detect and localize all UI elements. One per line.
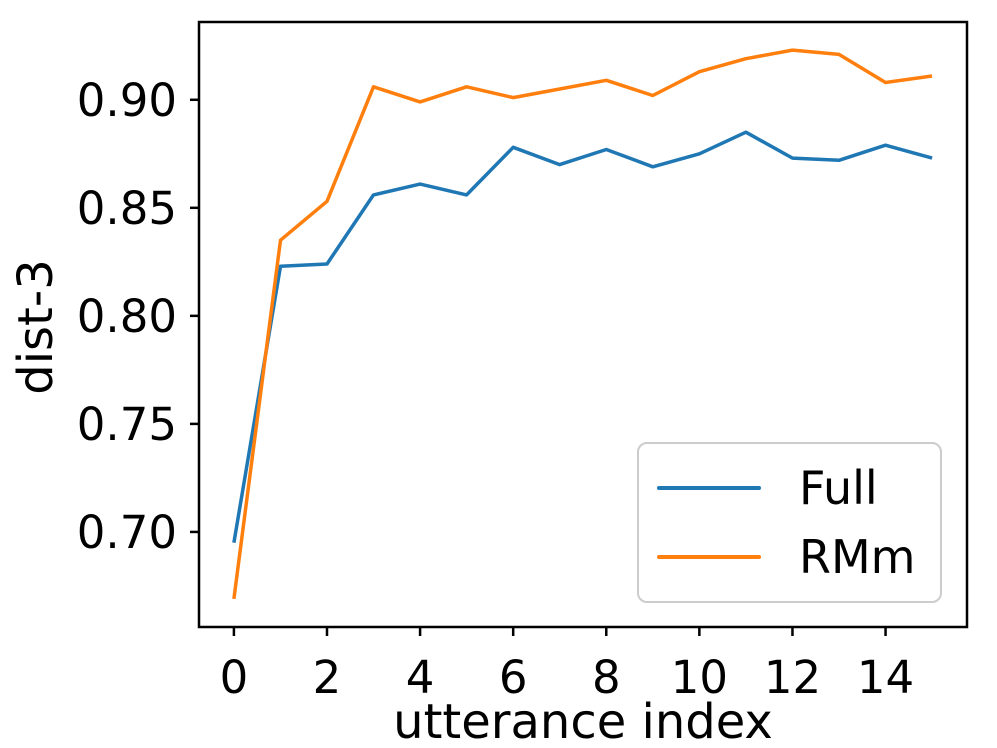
legend-item-rmm: RMm	[657, 532, 940, 583]
y-tick-label: 0.85	[77, 182, 177, 235]
x-tick-label: 14	[857, 651, 914, 704]
legend-label-rmm: RMm	[799, 529, 916, 584]
y-tick-label: 0.90	[77, 74, 177, 127]
x-tick-label: 12	[764, 651, 821, 704]
x-tick-label: 10	[671, 651, 728, 704]
y-tick-label: 0.75	[77, 398, 177, 451]
legend-label-full: Full	[799, 460, 878, 515]
y-axis-label: dist-3	[8, 259, 64, 395]
series-line-full	[232, 130, 933, 543]
x-tick-label: 0	[220, 651, 249, 704]
series-line-rmm	[232, 48, 933, 600]
x-tick-label: 6	[499, 651, 528, 704]
x-tick-label: 8	[592, 651, 621, 704]
x-axis-label: utterance index	[393, 694, 773, 748]
y-tick-label: 0.80	[77, 290, 177, 343]
full-line-swatch	[657, 485, 761, 490]
legend: Full RMm	[637, 442, 942, 603]
plot-frame	[197, 20, 969, 629]
legend-item-full: Full	[657, 460, 940, 515]
x-tick-label: 2	[313, 651, 342, 704]
rmm-line-swatch	[657, 555, 761, 560]
x-tick-label: 4	[406, 651, 435, 704]
y-tick-label: 0.70	[77, 506, 177, 559]
